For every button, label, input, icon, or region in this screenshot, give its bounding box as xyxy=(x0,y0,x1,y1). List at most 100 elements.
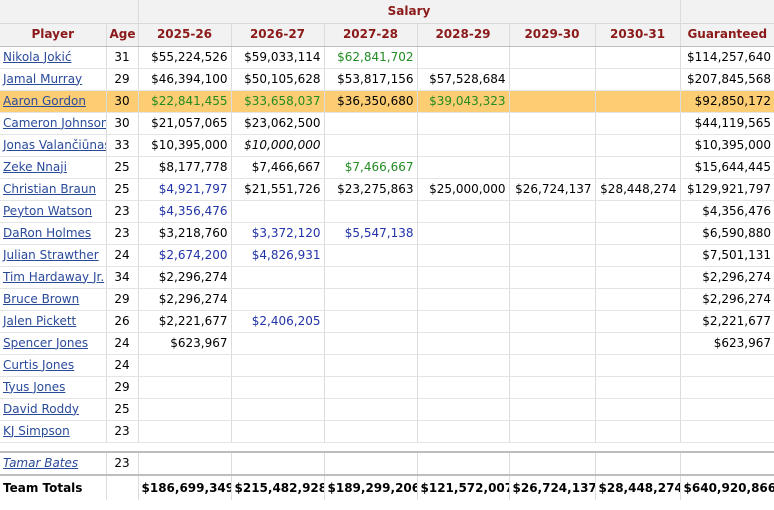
player-link[interactable]: Tamar Bates xyxy=(3,456,79,470)
column-header-row: Player Age 2025-26 2026-27 2027-28 2028-… xyxy=(0,23,774,47)
salary-cell: $4,921,797 xyxy=(137,178,231,201)
salary-cell xyxy=(323,332,417,355)
player-link[interactable]: Jamal Murray xyxy=(3,71,83,86)
player-row: David Roddy 25 xyxy=(0,398,774,421)
team-totals-age-cell xyxy=(105,474,138,500)
salary-cell xyxy=(508,266,595,289)
salary-cell xyxy=(137,354,231,377)
salary-cell: $8,177,778 xyxy=(137,156,231,179)
salary-cell: $2,406,205 xyxy=(230,310,324,333)
salary-cell xyxy=(508,244,595,267)
player-link[interactable]: Nikola Jokić xyxy=(3,49,72,64)
player-name-cell: Nikola Jokić xyxy=(0,46,106,69)
salary-cell xyxy=(594,332,681,355)
salary-cell xyxy=(323,288,417,311)
salary-value: $36,350,680 xyxy=(337,93,414,108)
salary-cell xyxy=(323,200,417,223)
player-link[interactable]: David Roddy xyxy=(3,401,79,416)
salary-value: $5,547,138 xyxy=(344,225,414,240)
player-link[interactable]: Jonas Valančiūnas xyxy=(3,137,106,152)
salary-value: $28,448,274 xyxy=(600,181,677,196)
player-link[interactable]: Curtis Jones xyxy=(3,357,75,372)
salary-value: $10,000,000 xyxy=(244,137,321,152)
column-header-season[interactable]: 2025-26 xyxy=(137,23,231,47)
player-link[interactable]: Bruce Brown xyxy=(3,291,80,306)
team-total-value: $186,699,349 xyxy=(137,474,231,500)
player-link[interactable]: Spencer Jones xyxy=(3,335,89,350)
player-link[interactable]: Aaron Gordon xyxy=(3,93,86,108)
salary-cell xyxy=(594,398,681,421)
salary-cell xyxy=(137,452,231,476)
player-name-cell: Zeke Nnaji xyxy=(0,156,106,179)
player-age: 23 xyxy=(105,222,138,245)
salary-cell xyxy=(323,452,417,476)
salary-value: $2,221,677 xyxy=(158,313,228,328)
salary-cell: $26,724,137 xyxy=(508,178,595,201)
salary-value: $4,921,797 xyxy=(158,181,228,196)
column-header-season[interactable]: 2028-29 xyxy=(416,23,509,47)
two-way-body: Tamar Bates 23 xyxy=(0,442,774,476)
player-link[interactable]: Cameron Johnson xyxy=(3,115,106,130)
team-total-guaranteed: $640,920,866 xyxy=(679,474,774,500)
column-header-season[interactable]: 2026-27 xyxy=(230,23,324,47)
player-row: Cameron Johnson 30 $21,057,065 $23,062,500 $… xyxy=(0,112,774,135)
player-link[interactable]: Zeke Nnaji xyxy=(3,159,67,174)
salary-value: $21,057,065 xyxy=(151,115,228,130)
player-link[interactable]: Christian Braun xyxy=(3,181,97,196)
column-header-age[interactable]: Age xyxy=(105,23,138,47)
column-header-season[interactable]: 2027-28 xyxy=(323,23,417,47)
salary-cell xyxy=(416,266,509,289)
column-header-season[interactable]: 2030-31 xyxy=(594,23,681,47)
player-link[interactable]: Jalen Pickett xyxy=(3,313,77,328)
player-age: 23 xyxy=(105,420,138,443)
team-totals-row: Team Totals $186,699,349 $215,482,928 $1… xyxy=(0,474,774,500)
team-totals-label: Team Totals xyxy=(0,474,106,500)
salary-cell xyxy=(508,112,595,135)
column-header-player[interactable]: Player xyxy=(0,23,106,47)
salary-cell xyxy=(594,376,681,399)
player-age: 30 xyxy=(105,112,138,135)
player-link[interactable]: Tyus Jones xyxy=(3,379,66,394)
salary-value: $53,817,156 xyxy=(337,71,414,86)
salary-value: $23,062,500 xyxy=(244,115,321,130)
salary-cell xyxy=(508,222,595,245)
player-link[interactable]: KJ Simpson xyxy=(3,423,70,438)
salary-cell xyxy=(594,90,681,113)
player-link[interactable]: Peyton Watson xyxy=(3,203,93,218)
player-name-cell: Jonas Valančiūnas xyxy=(0,134,106,157)
team-total-value: $215,482,928 xyxy=(230,474,324,500)
salary-cell xyxy=(594,420,681,443)
salary-cell xyxy=(323,112,417,135)
column-header-guaranteed[interactable]: Guaranteed xyxy=(679,23,774,47)
salary-value: $3,218,760 xyxy=(158,225,228,240)
salary-value: $26,724,137 xyxy=(515,181,592,196)
salary-cell xyxy=(508,332,595,355)
salary-cell xyxy=(230,452,324,476)
salary-value: $23,275,863 xyxy=(337,181,414,196)
player-link[interactable]: Julian Strawther xyxy=(3,247,99,262)
salary-cell: $4,356,476 xyxy=(137,200,231,223)
salary-cell xyxy=(230,288,324,311)
player-row: Zeke Nnaji 25 $8,177,778 $7,466,667 $7,466,6… xyxy=(0,156,774,179)
salary-cell xyxy=(230,376,324,399)
header-spacer-right xyxy=(679,0,774,24)
salary-cell xyxy=(594,288,681,311)
salary-cell xyxy=(594,244,681,267)
salary-value: $39,043,323 xyxy=(429,93,506,108)
roster-body: Nikola Jokić 31 $55,224,526 $59,033,114 $62,… xyxy=(0,46,774,443)
player-name-cell: Spencer Jones xyxy=(0,332,106,355)
salary-cell: $53,817,156 xyxy=(323,68,417,91)
salary-value: $7,466,667 xyxy=(344,159,414,174)
salary-cell xyxy=(594,68,681,91)
salary-cell xyxy=(416,288,509,311)
salary-cell xyxy=(508,68,595,91)
player-name-cell: Jamal Murray xyxy=(0,68,106,91)
salary-group-header: Salary xyxy=(137,0,681,24)
column-header-season[interactable]: 2029-30 xyxy=(508,23,595,47)
player-name-cell: Tyus Jones xyxy=(0,376,106,399)
player-link[interactable]: Tim Hardaway Jr. xyxy=(3,269,105,284)
salary-value: $22,841,455 xyxy=(151,93,228,108)
salary-cell xyxy=(323,134,417,157)
player-link[interactable]: DaRon Holmes xyxy=(3,225,92,240)
